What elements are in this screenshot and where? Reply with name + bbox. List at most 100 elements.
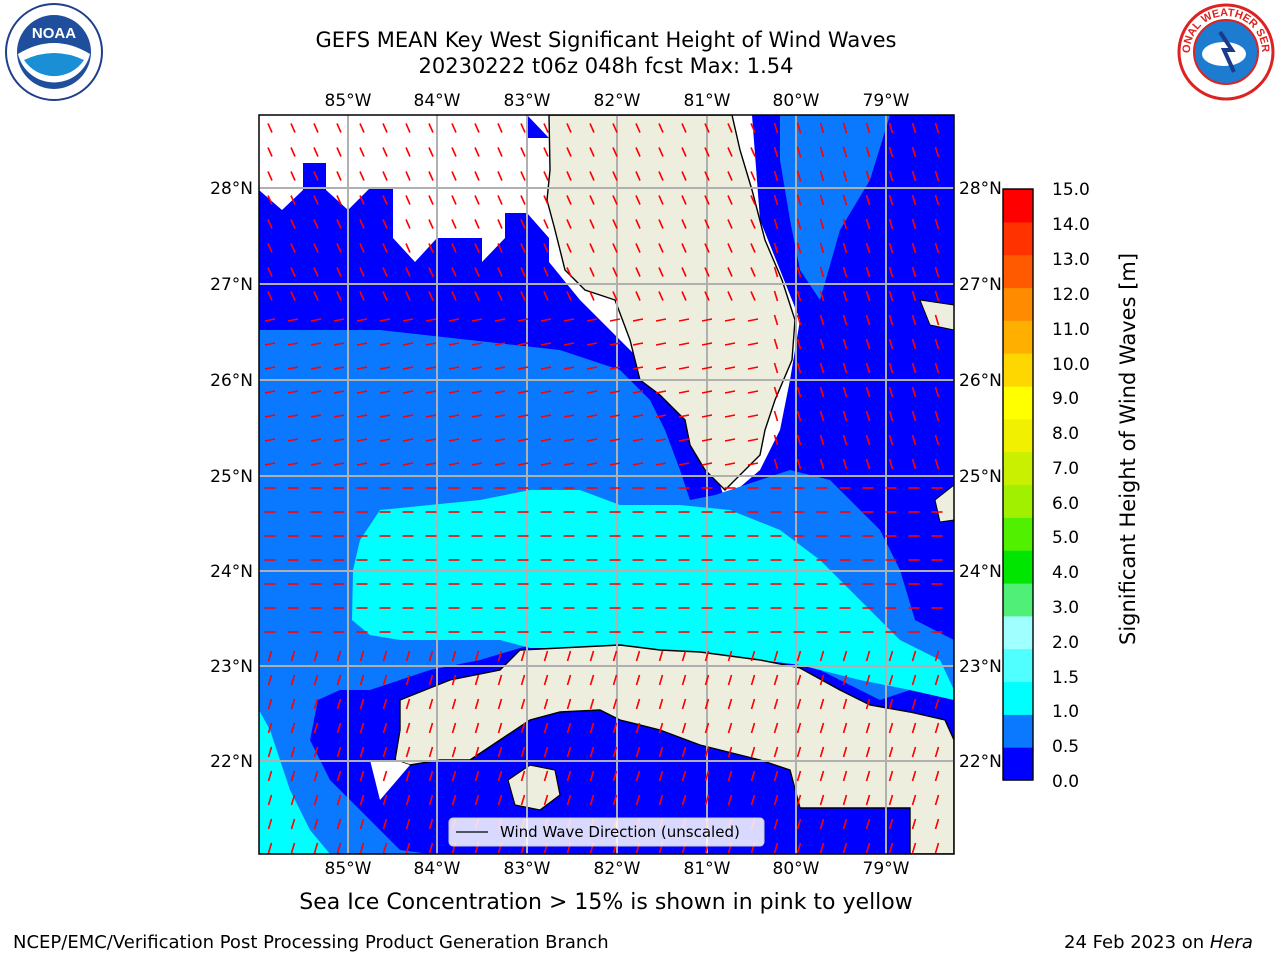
colorbar-segment (1003, 484, 1033, 518)
wind-wave-arrow (865, 146, 871, 158)
colorbar-frame (1002, 188, 1034, 781)
wind-wave-arrow (773, 146, 779, 158)
wind-wave-arrow (796, 122, 802, 134)
wind-wave-arrow (405, 291, 411, 301)
wind-wave-arrow (678, 414, 690, 418)
wind-wave-arrow (520, 746, 526, 758)
wind-wave-arrow (451, 171, 457, 181)
wind-wave-arrow (750, 243, 756, 253)
wind-wave-arrow (290, 123, 296, 133)
wind-wave-arrow (796, 242, 802, 254)
wind-wave-arrow (635, 770, 641, 782)
wind-wave-arrow (796, 194, 802, 206)
wind-wave-arrow (497, 746, 503, 758)
wind-wave-arrow (471, 414, 483, 418)
wind-wave-arrow (428, 722, 434, 734)
wind-wave-arrow (382, 746, 388, 758)
lon-tick-bottom: 81°W (684, 859, 731, 879)
wind-wave-arrow (724, 342, 736, 346)
wind-wave-arrow (405, 195, 411, 205)
wind-wave-arrow (359, 818, 365, 830)
wind-wave-arrow (796, 434, 802, 446)
wind-wave-arrow (704, 698, 710, 710)
wind-wave-arrow (313, 842, 319, 854)
wind-wave-arrow (290, 746, 296, 758)
wind-wave-arrow (724, 438, 736, 442)
wind-wave-arrow (287, 414, 299, 418)
wind-wave-arrow (911, 266, 917, 278)
wind-wave-arrow (566, 746, 572, 758)
wind-wave-arrow (566, 770, 572, 782)
wind-wave-arrow (497, 147, 503, 157)
wind-wave-arrow (520, 195, 526, 205)
wind-wave-arrow (773, 650, 779, 662)
wind-wave-arrow (819, 266, 825, 278)
wind-wave-arrow (635, 650, 641, 662)
wind-wave-arrow (540, 366, 552, 370)
wind-wave-arrow (497, 267, 503, 277)
wind-wave-arrow (428, 842, 434, 854)
wind-wave-arrow (681, 267, 687, 277)
wind-wave-arrow (290, 195, 296, 205)
wind-wave-arrow (267, 794, 273, 806)
wind-wave-arrow (727, 722, 733, 734)
wind-wave-arrow (471, 462, 483, 466)
wind-wave-arrow (497, 698, 503, 710)
wind-wave-arrow (655, 318, 667, 322)
wind-wave-arrow (290, 698, 296, 710)
wind-wave-arrow (819, 746, 825, 758)
wind-wave-arrow (586, 390, 598, 394)
colorbar-segment (1003, 451, 1033, 486)
wind-wave-arrow (934, 794, 940, 806)
wind-wave-arrow (402, 414, 414, 418)
wind-wave-arrow (497, 195, 503, 205)
wind-wave-arrow (888, 650, 894, 662)
wind-wave-arrow (681, 147, 687, 157)
wind-wave-arrow (290, 842, 296, 854)
wind-wave-arrow (934, 122, 940, 134)
wind-wave-arrow (566, 722, 572, 734)
wind-wave-arrow (819, 242, 825, 254)
wind-wave-arrow (773, 770, 779, 782)
wind-wave-arrow (290, 770, 296, 782)
wind-wave-arrow (911, 794, 917, 806)
wind-wave-arrow (379, 342, 391, 346)
wind-wave-arrow (658, 171, 664, 181)
colorbar-segment (1003, 615, 1033, 650)
wind-wave-arrow (267, 267, 273, 277)
wind-wave-arrow (494, 342, 506, 346)
wind-wave-arrow (494, 462, 506, 466)
wind-wave-arrow (543, 219, 549, 229)
wind-wave-arrow (267, 291, 273, 301)
wind-wave-arrow (655, 462, 667, 466)
wind-wave-arrow (747, 318, 759, 322)
wind-wave-arrow (589, 722, 595, 734)
wind-wave-arrow (382, 267, 388, 277)
wind-wave-arrow (428, 770, 434, 782)
wind-wave-arrow (264, 462, 276, 466)
wind-wave-arrow (382, 722, 388, 734)
wind-wave-arrow (796, 770, 802, 782)
wind-wave-arrow (819, 410, 825, 422)
wind-wave-arrow (865, 842, 871, 854)
wind-wave-arrow (290, 291, 296, 301)
wind-wave-arrow (474, 674, 480, 686)
wind-wave-arrow (310, 390, 322, 394)
wind-wave-arrow (543, 171, 549, 181)
wind-wave-arrow (264, 414, 276, 418)
wind-wave-arrow (589, 770, 595, 782)
wind-wave-arrow (267, 770, 273, 782)
wind-wave-arrow (773, 170, 779, 182)
wind-wave-arrow (773, 338, 779, 350)
wind-wave-arrow (359, 746, 365, 758)
wind-wave-arrow (336, 147, 342, 157)
lat-tick-left: 26°N (210, 371, 253, 391)
wind-wave-arrow (612, 267, 618, 277)
wind-wave-arrow (494, 414, 506, 418)
wind-wave-arrow (497, 243, 503, 253)
wind-wave-arrow (566, 650, 572, 662)
lon-tick-top: 81°W (684, 91, 731, 111)
wind-wave-arrow (681, 123, 687, 133)
wind-wave-arrow (796, 458, 802, 470)
wind-wave-arrow (632, 318, 644, 322)
